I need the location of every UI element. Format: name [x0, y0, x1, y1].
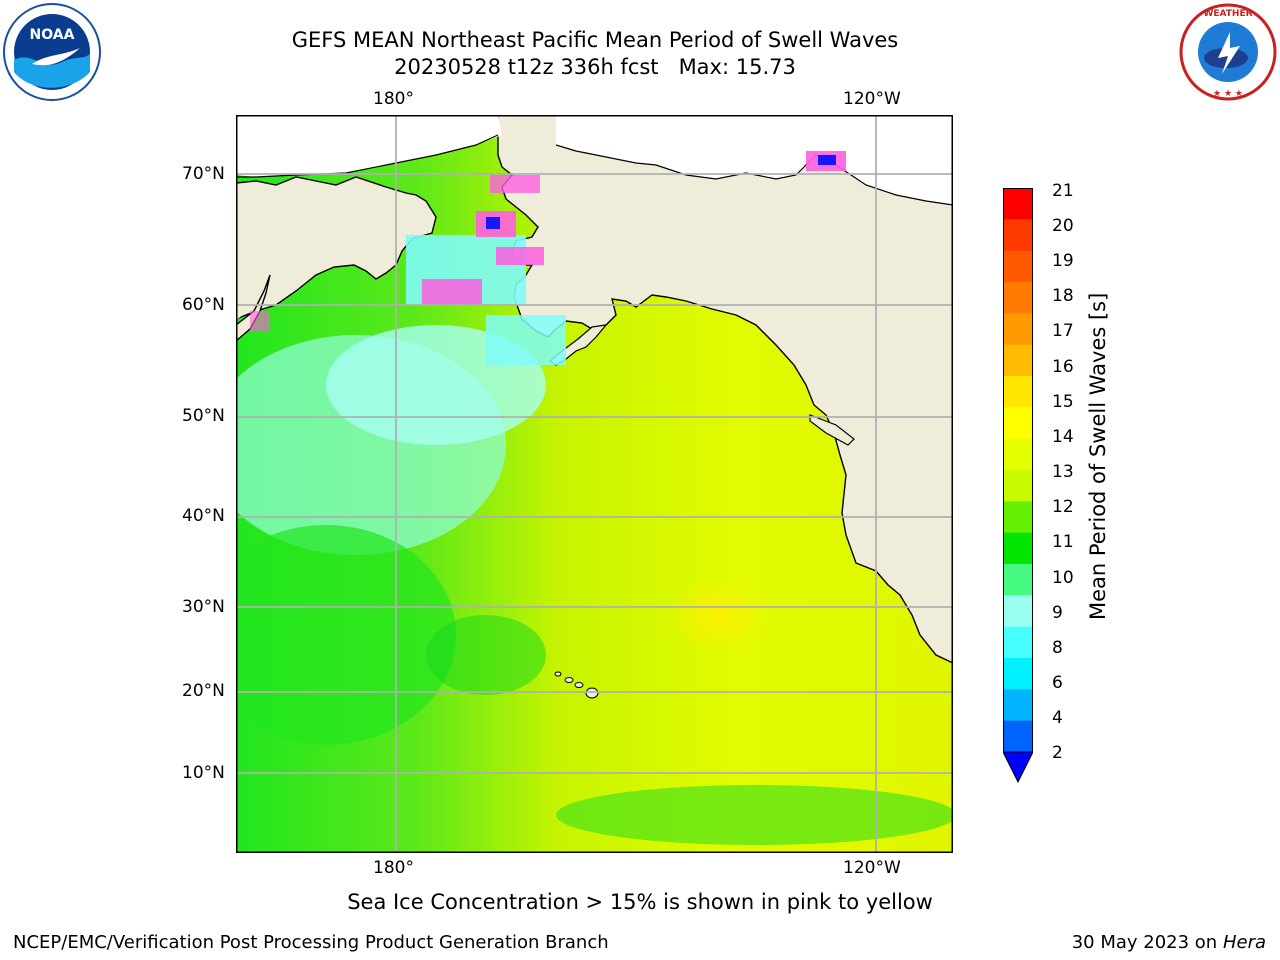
colorbar-tick-14: 14 — [1052, 427, 1074, 447]
colorbar-title: Mean Period of Swell Waves [s] — [1086, 292, 1110, 620]
lat-label-40n: 40°N — [182, 506, 225, 526]
land-north-america — [497, 114, 954, 665]
colorbar-swatch — [1003, 564, 1033, 596]
lon-label-top-180: 180° — [373, 89, 414, 109]
map-frame — [236, 115, 953, 853]
colorbar-swatch — [1003, 344, 1033, 377]
lon-label-top-120w: 120°W — [843, 89, 901, 109]
arctic-ocean-strip — [236, 115, 502, 177]
sea-ice-pink-6 — [250, 311, 270, 331]
colorbar-swatch — [1003, 720, 1033, 753]
map-svg — [196, 114, 956, 853]
noaa-logo-text: NOAA — [30, 27, 75, 43]
lat-label-50n: 50°N — [182, 406, 225, 426]
sea-ice-pink-2 — [422, 279, 482, 305]
swell-field-dark-green-zone — [426, 615, 546, 695]
colorbar-swatch — [1003, 282, 1033, 314]
colorbar-swatch — [1003, 313, 1033, 346]
map-gridlines — [236, 115, 953, 853]
sea-ice-pink-4 — [490, 175, 540, 193]
colorbar-under-triangle — [1002, 751, 1034, 784]
chart-subtitle: 20230528 t12z 336h fcst Max: 15.73 — [394, 55, 796, 79]
land-vancouver-island — [809, 414, 855, 446]
colorbar-swatch — [1003, 501, 1033, 534]
map-panel — [196, 114, 956, 853]
sea-ice-blue-core-2 — [818, 155, 836, 165]
nws-logo: WEATHER ★ ★ ★ — [1178, 2, 1278, 102]
colorbar-swatch — [1003, 188, 1033, 220]
colorbar-tick-4: 4 — [1052, 708, 1063, 728]
swell-field-yellow-zone — [666, 575, 766, 655]
colorbar-swatch — [1003, 626, 1033, 659]
colorbar-tick-19: 19 — [1052, 251, 1074, 271]
colorbar-tick-13: 13 — [1052, 462, 1074, 482]
lat-label-30n: 30°N — [182, 597, 225, 617]
colorbar-tick-10: 10 — [1052, 568, 1074, 588]
colorbar-swatch — [1003, 595, 1033, 628]
colorbar-frame — [1003, 188, 1033, 753]
colorbar-tick-20: 20 — [1052, 216, 1074, 236]
hawaiian-islands — [554, 671, 599, 699]
colorbar-tick-2: 2 — [1052, 743, 1063, 763]
colorbar-tick-18: 18 — [1052, 286, 1074, 306]
credit-text: NCEP/EMC/Verification Post Processing Pr… — [13, 932, 609, 953]
lat-label-10n: 10°N — [182, 763, 225, 783]
date-text: 30 May 2023 on — [1071, 932, 1218, 953]
swell-field-green-zone — [196, 525, 456, 745]
colorbar-swatch — [1003, 376, 1033, 408]
sea-ice-pink-3 — [496, 247, 544, 265]
sea-ice-cyan-gulf — [486, 315, 566, 365]
colorbar-swatch — [1003, 532, 1033, 565]
sea-ice-note: Sea Ice Concentration > 15% is shown in … — [347, 890, 933, 914]
colorbar-svg — [1002, 188, 1034, 784]
colorbar-swatch — [1003, 219, 1033, 252]
lon-label-bottom-120w: 120°W — [843, 858, 901, 878]
colorbar-tick-9: 9 — [1052, 603, 1063, 623]
colorbar-tick-11: 11 — [1052, 532, 1074, 552]
colorbar-tick-15: 15 — [1052, 392, 1074, 412]
arctic-ocean-north-america — [556, 115, 953, 205]
colorbar-tick-12: 12 — [1052, 497, 1074, 517]
svg-text:★ ★ ★: ★ ★ ★ — [1213, 89, 1243, 99]
colorbar-swatch — [1003, 438, 1033, 471]
colorbar-tick-7: 6 — [1052, 673, 1063, 693]
sea-ice-blue-core-1 — [486, 217, 500, 229]
colorbar-swatch — [1003, 689, 1033, 722]
swell-field-south-green-band — [556, 785, 956, 845]
colorbar-tick-17: 17 — [1052, 321, 1074, 341]
svg-text:WEATHER: WEATHER — [1203, 9, 1252, 19]
land-kamchatka-west — [236, 295, 258, 320]
colorbar-tick-16: 16 — [1052, 357, 1074, 377]
lat-label-60n: 60°N — [182, 295, 225, 315]
noaa-logo: NOAA — [2, 2, 102, 102]
lon-label-bottom-180: 180° — [373, 858, 414, 878]
date-stamp: 30 May 2023 on Hera — [1072, 932, 1266, 954]
arctic-coast-siberia — [236, 134, 499, 178]
colorbar-tick-8: 8 — [1052, 638, 1063, 658]
host-text: Hera — [1222, 932, 1266, 953]
colorbar-tick-21: 21 — [1052, 181, 1074, 201]
lat-label-20n: 20°N — [182, 681, 225, 701]
colorbar-swatch — [1003, 658, 1033, 690]
colorbar — [1002, 188, 1034, 784]
colorbar-swatch — [1003, 250, 1033, 283]
chart-title: GEFS MEAN Northeast Pacific Mean Period … — [291, 28, 899, 52]
colorbar-swatch — [1003, 407, 1033, 440]
lat-label-70n: 70°N — [182, 164, 225, 184]
colorbar-swatch — [1003, 470, 1033, 502]
